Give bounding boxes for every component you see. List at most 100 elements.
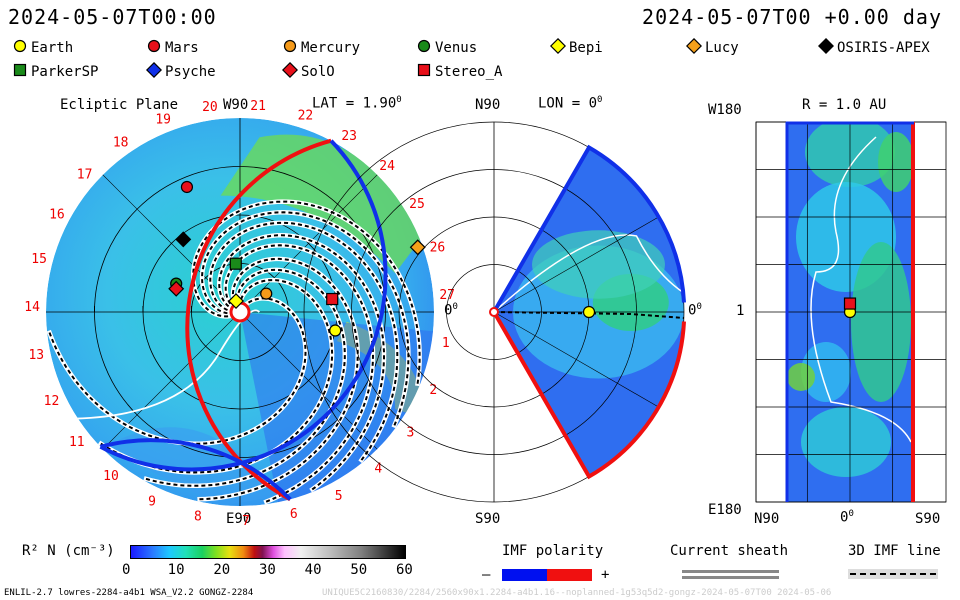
ecliptic-marker-lucy	[409, 239, 426, 256]
ecliptic-marker-earth	[329, 324, 342, 337]
imf-spiral-line	[143, 268, 346, 487]
carrington-tick-label: 17	[77, 168, 93, 183]
carrington-tick-label: 14	[24, 300, 40, 315]
imf-spiral-line	[192, 200, 421, 386]
current-sheath-title: Current sheath	[670, 543, 789, 559]
carrington-tick-label: 11	[69, 435, 85, 450]
meridional-grid-line	[493, 311, 659, 408]
carrington-tick-label: 18	[113, 136, 129, 151]
legend-label: ParkerSP	[31, 64, 99, 80]
footer-right: UNIQUE5C2160830/2284/2560x90x1.2284-a4b1…	[322, 588, 832, 598]
r1au-y-bottom-label: E180	[708, 502, 742, 518]
datetime-left: 2024-05-07T00:00	[8, 5, 217, 29]
carrington-tick-label: 12	[44, 394, 60, 409]
diamond-marker-icon	[818, 38, 834, 54]
legend-label: Stereo_A	[435, 64, 503, 80]
legend-item: Psyche	[146, 62, 216, 80]
carrington-tick-label: 20	[202, 100, 218, 115]
carrington-tick-label: 24	[379, 159, 395, 174]
imf-spiral-line	[201, 211, 410, 428]
imf-line-title: 3D IMF line	[848, 543, 941, 559]
carrington-tick-label: 15	[31, 252, 47, 267]
ecliptic-right-label: 00	[444, 302, 458, 319]
carrington-tick-label: 27	[439, 288, 455, 303]
ecliptic-marker-solo	[168, 280, 185, 297]
meridional-imf-line	[493, 311, 685, 319]
r1au-x-left-label: N90	[754, 511, 780, 527]
legend-item: ParkerSP	[12, 62, 98, 80]
imf-line-sample	[848, 569, 938, 579]
r1au-title: R = 1.0 AU	[802, 97, 887, 113]
meridional-top-label: N90	[475, 97, 501, 113]
carrington-tick-label: 3	[406, 425, 414, 440]
legend-item: Venus	[416, 38, 477, 56]
meridional-marker-earth	[582, 305, 596, 319]
colorbar-tick-label: 10	[167, 562, 185, 578]
legend-item: Lucy	[686, 38, 739, 56]
legend-item: Mars	[146, 38, 199, 56]
meridional-bottom-label: S90	[475, 511, 501, 527]
legend-label: Psyche	[165, 64, 216, 80]
ecliptic-marker-osiris-apex	[175, 231, 192, 248]
meridional-polarity-border	[492, 144, 686, 313]
carrington-tick-label: 23	[341, 129, 357, 144]
carrington-tick-label: 7	[242, 514, 250, 529]
meridional-polarity-border	[492, 311, 686, 480]
legend-label: Venus	[435, 40, 478, 56]
imf-positive-swatch	[547, 569, 592, 581]
ecliptic-marker-mercury	[260, 287, 273, 300]
polarity-border-arc	[99, 139, 388, 472]
imf-polarity-title: IMF polarity	[502, 543, 604, 559]
colorbar-label: R² N (cm⁻³)	[22, 543, 115, 559]
imf-polarity-plus: +	[601, 567, 610, 583]
circle-marker-icon	[147, 39, 161, 53]
carrington-tick-label: 1	[442, 336, 450, 351]
legend-label: Earth	[31, 40, 74, 56]
colorbar-tick-label: 50	[350, 562, 368, 578]
legend-item: Bepi	[550, 38, 603, 56]
r1au-marker-stereo_a	[843, 297, 857, 310]
legend-item: OSIRIS-APEX	[818, 38, 930, 56]
legend-item: SolO	[282, 62, 335, 80]
r1au-x-mid-label: 00	[840, 509, 854, 526]
ecliptic-marker-mars	[180, 180, 194, 194]
square-marker-icon	[417, 63, 431, 77]
ecliptic-bottom-label: E90	[226, 511, 252, 527]
imf-spiral-line	[98, 279, 334, 474]
circle-marker-icon	[417, 39, 431, 53]
legend-label: Mercury	[301, 40, 361, 56]
colorbar-tick-label: 20	[213, 562, 231, 578]
diamond-marker-icon	[686, 38, 702, 54]
colorbar-tick-label: 40	[304, 562, 322, 578]
legend-label: OSIRIS-APEX	[837, 40, 930, 56]
carrington-tick-label: 9	[148, 495, 156, 510]
meridional-lon-label: LON = 00	[538, 95, 603, 112]
imf-spiral-line	[209, 221, 399, 463]
legend-label: Bepi	[569, 40, 603, 56]
legend-item: Earth	[12, 38, 73, 56]
carrington-tick-label: 13	[28, 348, 44, 363]
ecliptic-marker-parkersp	[229, 257, 242, 270]
carrington-tick-label: 6	[290, 507, 298, 522]
legend-item: Stereo_A	[416, 62, 502, 80]
datetime-right: 2024-05-07T00 +0.00 day	[642, 5, 942, 29]
colorbar-tick-label: 30	[259, 562, 276, 578]
ecliptic-marker-bepi	[228, 293, 245, 310]
colorbar-tick-label: 60	[396, 562, 413, 578]
imf-spiral-line	[47, 297, 307, 445]
imf-spiral-line	[197, 257, 359, 501]
square-marker-icon	[13, 63, 27, 77]
legend-label: Lucy	[705, 40, 739, 56]
carrington-tick-label: 2	[429, 383, 437, 398]
r1au-x-right-label: S90	[915, 511, 941, 527]
imf-negative-swatch	[502, 569, 547, 581]
carrington-tick-label: 26	[430, 241, 446, 256]
polarity-border-arc	[99, 438, 292, 501]
carrington-tick-label: 8	[194, 510, 202, 525]
ecliptic-lat-label: LAT = 1.900	[312, 95, 402, 112]
r1au-y-top-label: W180	[708, 102, 742, 118]
diamond-marker-icon	[282, 62, 298, 78]
footer-left: ENLIL-2.7 lowres-2284-a4b1 WSA_V2.2 GONG…	[4, 588, 254, 598]
sun-icon	[489, 307, 499, 317]
